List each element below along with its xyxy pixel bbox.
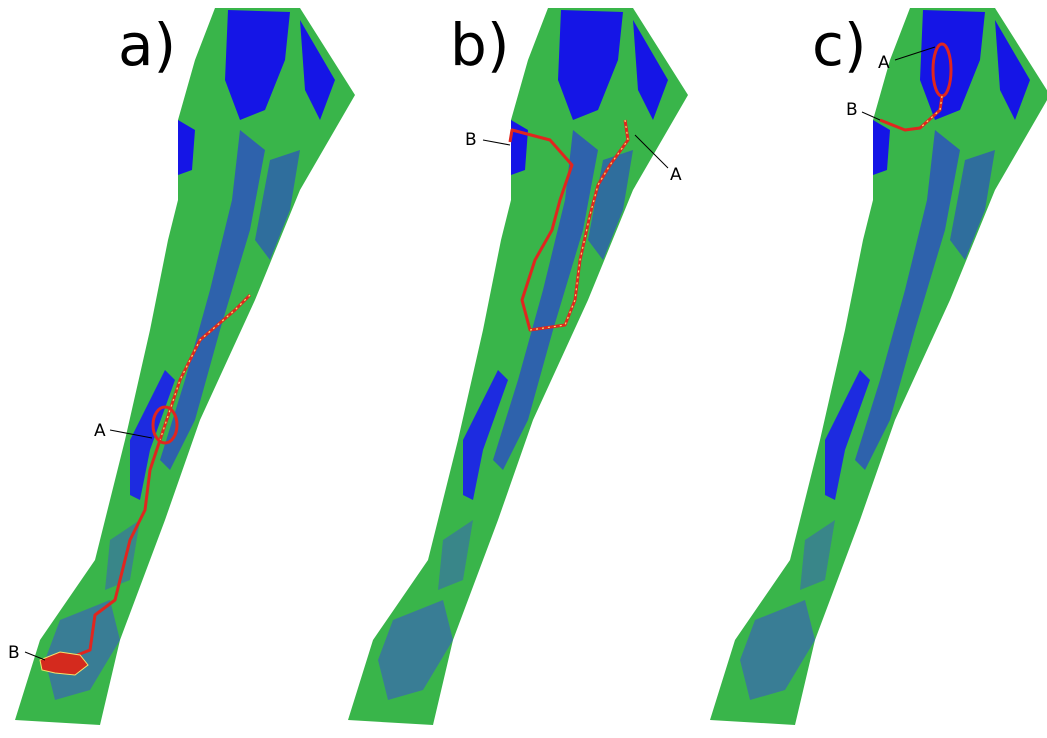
end-marker: B	[8, 643, 20, 663]
start-marker: A	[878, 53, 890, 73]
river-map	[710, 8, 1047, 725]
panel-label: c)	[812, 11, 867, 79]
panel-a: a) A B	[8, 8, 355, 725]
panel-b: b) A B	[348, 8, 688, 725]
river-map	[348, 8, 688, 725]
figure: a) A B b) A B c) A B	[0, 0, 1047, 738]
panel-label: a)	[118, 11, 176, 79]
start-marker: A	[670, 165, 682, 185]
end-marker: B	[846, 100, 858, 120]
leader-line	[483, 140, 510, 145]
end-marker: B	[465, 130, 477, 150]
start-marker: A	[94, 421, 106, 441]
panel-c: c) A B	[710, 8, 1047, 725]
panel-label: b)	[450, 11, 509, 79]
river-map	[15, 8, 355, 725]
